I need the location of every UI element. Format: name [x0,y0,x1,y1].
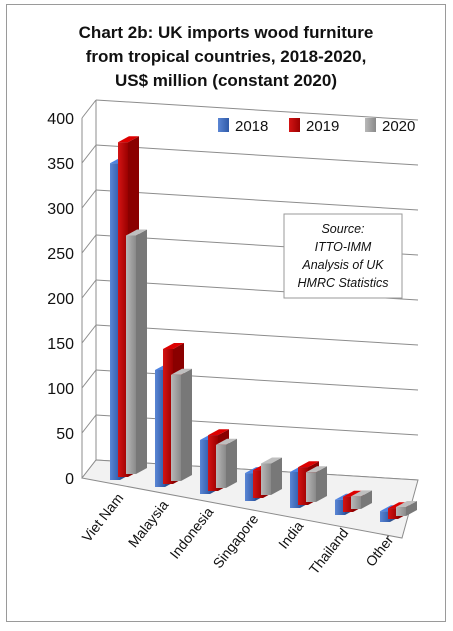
chart-title-line-2: from tropical countries, 2018-2020, [86,47,367,66]
bar-top [351,490,372,497]
bar-front [126,235,136,474]
category-label-india: India [275,518,306,552]
bar-top [118,136,139,143]
bar-front [388,508,398,519]
gridline-50 [95,414,419,436]
bar-side [181,368,192,481]
bar-2020-viet-nam [126,229,147,474]
bar-side [226,438,237,488]
legend-label-2018: 2018 [235,118,268,135]
bar-front [200,440,210,494]
bar-front [351,496,361,509]
ytick-label-50: 50 [56,426,74,443]
bar-front [171,374,181,481]
bar-2020-malaysia [171,368,192,481]
legend-label-2019: 2019 [306,118,339,135]
bar-top [171,368,192,375]
category-label-singapore: Singapore [209,511,261,571]
source-line-2: ITTO-IMM [315,240,372,254]
source-line-1: Source: [321,222,364,236]
bar-top [261,457,282,464]
legend-swatch-2020 [365,118,376,132]
gridline-side-50 [81,414,97,434]
legend: 2018 2019 2020 [218,118,415,135]
bar-top [216,438,237,445]
ytick-label-0: 0 [65,471,74,488]
bar-2020-indonesia [216,438,237,488]
bar-front [245,473,255,501]
bar-side [136,229,147,474]
bar-front [216,444,226,488]
ytick-label-350: 350 [47,156,74,173]
gridline-150 [95,324,419,346]
bar-front [343,496,353,512]
bar-top [298,461,319,468]
bar-front [290,472,300,508]
bar-side [361,490,372,509]
bar-front [253,470,263,498]
bars [110,136,417,522]
ytick-label-150: 150 [47,336,74,353]
source-box [283,213,403,299]
gridline-side-350 [81,144,97,164]
bar-front [306,472,316,502]
bar-2020-singapore [261,457,282,495]
ytick-label-100: 100 [47,381,74,398]
category-label-malaysia: Malaysia [125,497,172,551]
category-label-other: Other [362,532,396,570]
source-line-4: HMRC Statistics [298,276,389,290]
bar-2020-thailand [351,490,372,509]
bar-top [163,343,184,349]
source-note: Source: ITTO-IMM Analysis of UK HMRC Sta… [283,213,403,299]
legend-label-2020: 2020 [382,118,415,135]
ytick-label-400: 400 [47,111,74,128]
bar-front [208,435,218,491]
chart-title-line-1: Chart 2b: UK imports wood furniture [79,23,374,42]
legend-swatch-2019 [289,118,300,132]
bar-front [298,467,308,505]
gridline-350 [95,144,419,166]
gridline-100 [95,369,419,391]
gridline-300 [95,189,419,211]
bar-front [110,163,120,480]
bar-top [396,501,417,507]
chart-title: Chart 2b: UK imports wood furniture from… [79,23,374,90]
gridline-side-250 [81,234,97,254]
source-line-3: Analysis of UK [301,258,384,272]
bar-front [261,463,271,495]
ytick-label-250: 250 [47,246,74,263]
bar-side [406,501,417,516]
chart-title-line-3: US$ million (constant 2020) [115,71,337,90]
gridline-side-150 [81,324,97,344]
bar-front [163,349,173,484]
bar-side [271,457,282,495]
gridline-400 [95,99,419,121]
bar-top [208,429,229,436]
bar-side [316,466,327,502]
category-label-indonesia: Indonesia [166,504,216,562]
bar-top [126,229,147,236]
bar-front [155,370,165,487]
bar-front [335,499,345,515]
gridline-side-300 [81,189,97,209]
category-label-viet-nam: Viet Nam [78,490,126,545]
gridline-side-100 [81,369,97,389]
bar-front [118,142,128,477]
category-label-thailand: Thailand [306,525,352,577]
bar-2020-india [306,466,327,502]
bar-top [306,466,327,473]
ytick-label-200: 200 [47,291,74,308]
gridline-side-200 [81,279,97,299]
legend-swatch-2018 [218,118,229,132]
bar-front [380,511,390,522]
bar-front [396,507,406,516]
gridline-side-400 [81,99,97,119]
bar-2020-other [396,501,417,516]
ytick-label-300: 300 [47,201,74,218]
